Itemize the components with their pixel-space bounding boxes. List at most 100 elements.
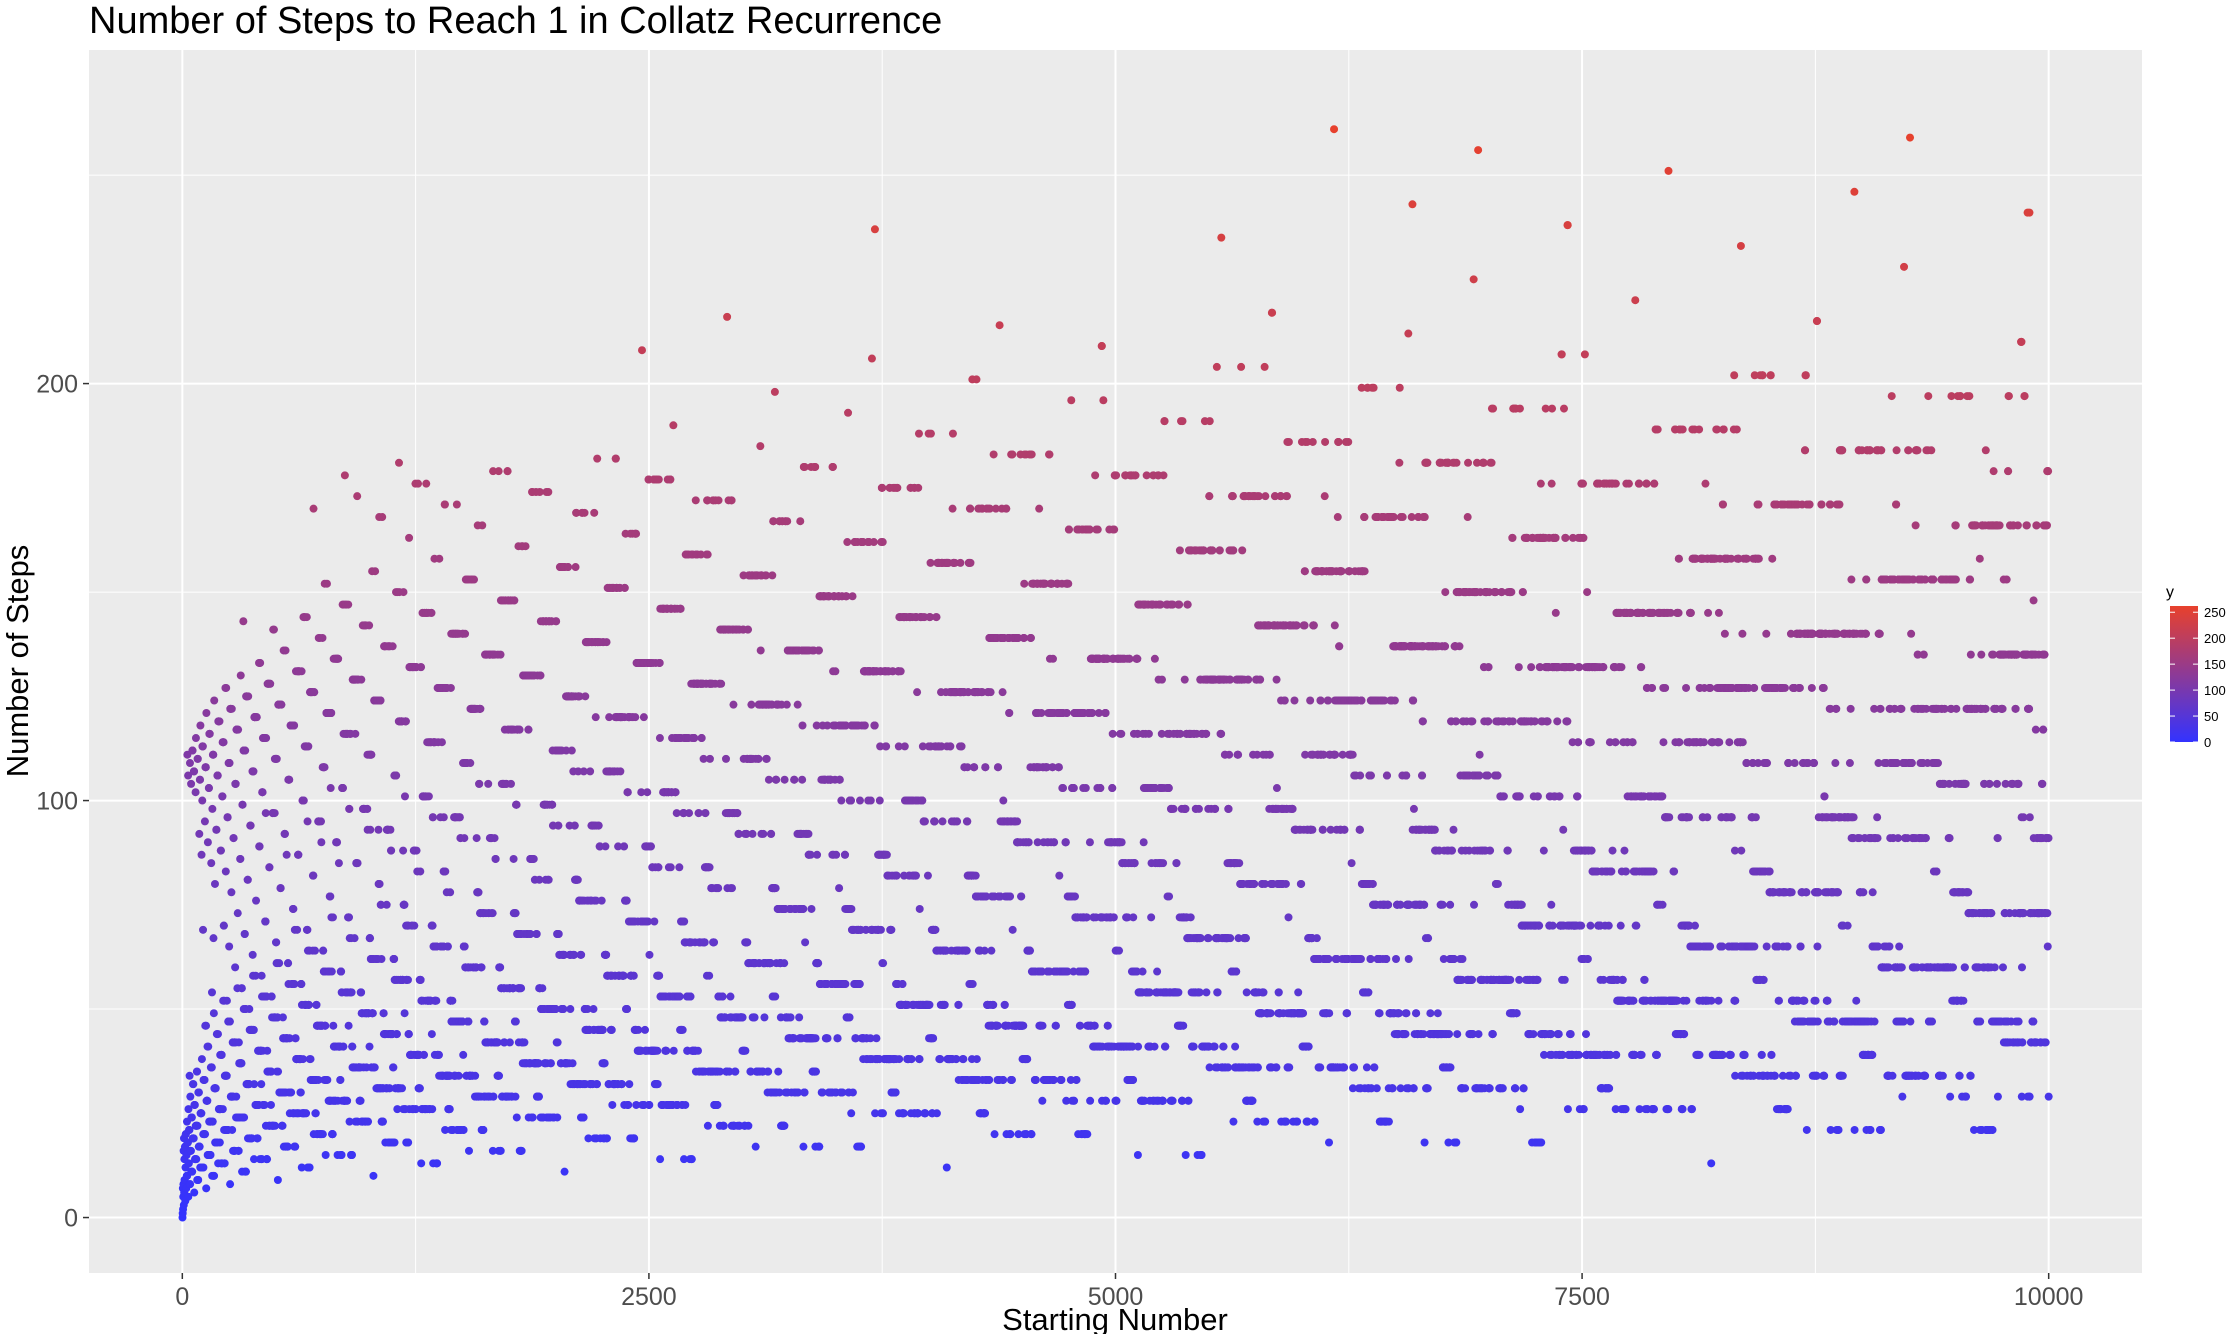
data-point xyxy=(800,1088,809,1097)
data-point xyxy=(227,704,236,713)
data-point xyxy=(410,921,419,930)
data-point xyxy=(207,859,216,868)
data-point xyxy=(999,1075,1008,1084)
data-point xyxy=(368,1009,377,1018)
data-point xyxy=(968,980,977,989)
data-point xyxy=(512,1113,521,1122)
data-point xyxy=(371,567,380,576)
data-point xyxy=(560,1167,569,1176)
data-point xyxy=(1103,1021,1112,1030)
data-point xyxy=(844,408,853,417)
data-point xyxy=(234,1146,243,1155)
data-point xyxy=(907,1055,916,1064)
data-point xyxy=(184,1192,193,1201)
data-point xyxy=(452,500,461,509)
data-point xyxy=(705,863,714,872)
data-point xyxy=(1048,654,1057,663)
data-point xyxy=(823,1034,832,1043)
data-point xyxy=(321,1150,330,1159)
data-point xyxy=(322,579,331,588)
data-point xyxy=(669,421,678,430)
data-point xyxy=(971,871,980,880)
data-point xyxy=(213,1030,222,1039)
data-point xyxy=(956,558,965,567)
data-point xyxy=(686,992,695,1001)
data-point xyxy=(801,938,810,947)
data-point xyxy=(768,571,777,580)
data-point xyxy=(764,1067,773,1076)
data-point xyxy=(878,483,887,492)
data-point xyxy=(240,1113,249,1122)
data-point xyxy=(186,1180,195,1189)
data-point xyxy=(243,875,252,884)
data-point xyxy=(878,1109,887,1118)
data-point xyxy=(807,904,816,913)
data-point xyxy=(719,1121,728,1130)
data-point xyxy=(363,804,372,813)
data-point xyxy=(617,1080,626,1089)
data-point xyxy=(771,992,780,1001)
data-point xyxy=(625,1080,634,1089)
data-point xyxy=(645,950,654,959)
data-point xyxy=(1070,1096,1079,1105)
data-point xyxy=(506,779,515,788)
data-point xyxy=(351,729,360,738)
data-point xyxy=(367,750,376,759)
data-point xyxy=(870,225,879,234)
data-point xyxy=(229,834,238,843)
data-point xyxy=(261,809,270,818)
data-point xyxy=(546,1059,555,1068)
data-point xyxy=(828,462,837,471)
data-point xyxy=(491,854,500,863)
data-point xyxy=(196,775,205,784)
data-point xyxy=(353,859,362,868)
data-point xyxy=(915,904,924,913)
data-point xyxy=(255,842,264,851)
data-point xyxy=(304,742,313,751)
data-point xyxy=(443,942,452,951)
data-point xyxy=(690,734,699,743)
data-point xyxy=(669,1046,678,1055)
data-point xyxy=(1038,1096,1047,1105)
data-point xyxy=(1019,1021,1028,1030)
data-point xyxy=(911,871,920,880)
data-point xyxy=(1006,1130,1015,1139)
data-point xyxy=(756,442,765,451)
data-point xyxy=(1072,1075,1081,1084)
data-point xyxy=(266,679,275,688)
data-point xyxy=(390,1138,399,1147)
data-point xyxy=(297,1163,306,1172)
data-point xyxy=(283,1142,292,1151)
data-point xyxy=(798,775,807,784)
data-point xyxy=(412,846,421,855)
data-point xyxy=(285,1034,294,1043)
data-point xyxy=(290,721,299,730)
data-point xyxy=(215,717,224,726)
data-point xyxy=(926,558,935,567)
data-point xyxy=(966,504,975,513)
data-point xyxy=(326,892,335,901)
data-point xyxy=(474,888,483,897)
data-point xyxy=(882,850,891,859)
data-point xyxy=(350,934,359,943)
data-point xyxy=(780,1121,789,1130)
data-point xyxy=(1023,1055,1032,1064)
data-point xyxy=(553,1038,562,1047)
data-point xyxy=(601,842,610,851)
data-point xyxy=(432,996,441,1005)
data-point xyxy=(855,796,864,805)
data-point xyxy=(925,1000,934,1009)
data-point xyxy=(189,1134,198,1143)
data-point xyxy=(643,788,652,797)
data-point xyxy=(655,734,664,743)
data-point xyxy=(1050,838,1059,847)
data-point xyxy=(202,1184,211,1193)
data-point xyxy=(200,817,209,826)
data-point xyxy=(511,909,520,918)
data-point xyxy=(517,1146,526,1155)
data-point xyxy=(1026,633,1035,642)
data-point xyxy=(265,863,274,872)
data-point xyxy=(435,554,444,563)
data-point xyxy=(365,1042,374,1051)
data-point xyxy=(191,734,200,743)
